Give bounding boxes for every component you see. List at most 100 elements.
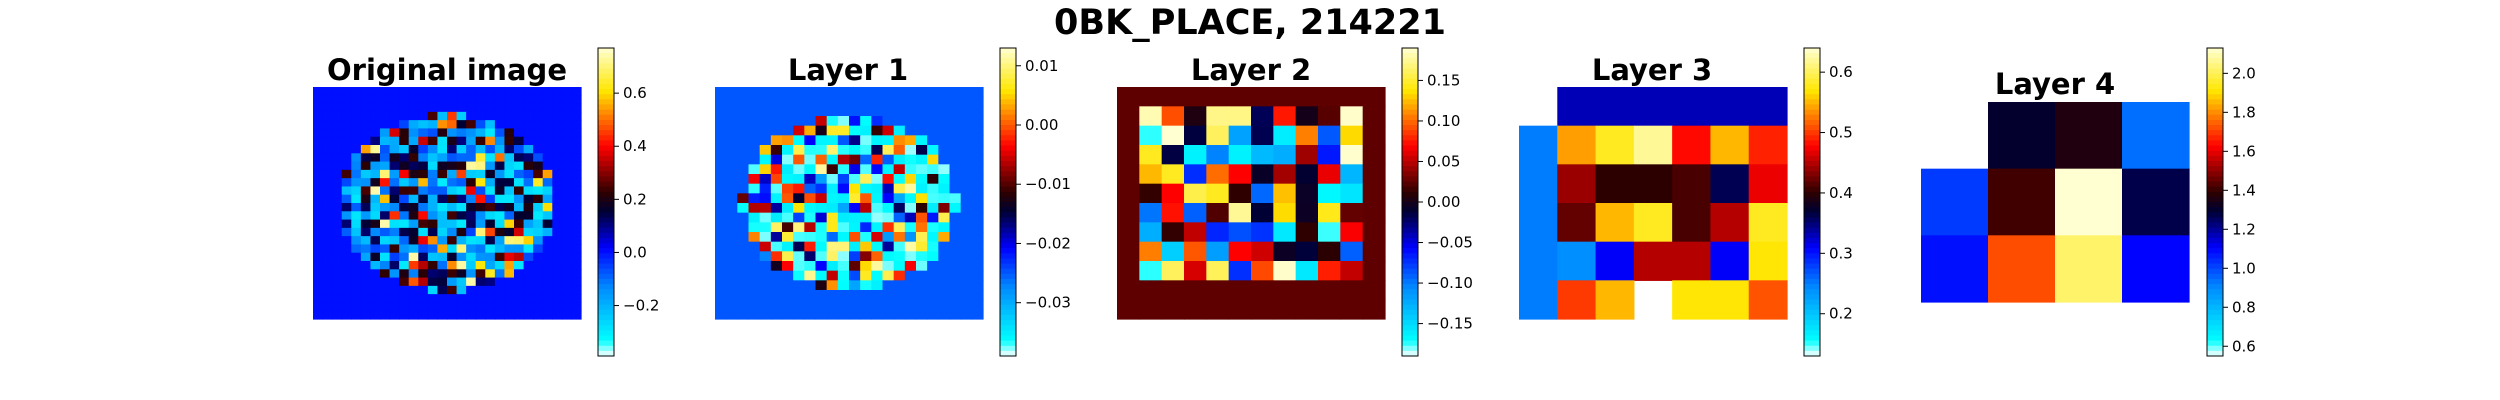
heatmap-cell (408, 145, 419, 154)
colorbar-segment (1000, 279, 1016, 285)
heatmap-cell (456, 95, 467, 105)
heatmap-cell (893, 125, 906, 136)
heatmap-cell (447, 103, 458, 113)
heatmap-cell (1340, 183, 1364, 204)
colorbar-segment (2207, 217, 2223, 224)
heatmap-cell (960, 96, 973, 107)
heatmap-cell (427, 194, 439, 204)
heatmap-cell (938, 309, 951, 320)
heatmap-cell (759, 251, 772, 262)
heatmap-cell (748, 222, 761, 233)
heatmap-cell (1748, 87, 1788, 127)
colorbar-segment (1000, 150, 1016, 157)
heatmap-cell (456, 186, 467, 196)
heatmap-cell (971, 154, 984, 165)
heatmap-cell (418, 203, 429, 212)
heatmap-cell (1206, 222, 1230, 243)
heatmap-cell (960, 183, 973, 194)
heatmap-cell (571, 87, 582, 96)
heatmap-cell (1633, 164, 1673, 204)
heatmap-cell (1184, 280, 1207, 301)
heatmap-cell (971, 203, 984, 214)
heatmap-cell (380, 269, 391, 279)
colorbar-segment (598, 350, 614, 357)
heatmap-cell (949, 270, 962, 281)
heatmap-cell (466, 103, 477, 113)
colorbar-segment (1402, 63, 1418, 70)
heatmap-cell (418, 178, 429, 188)
heatmap-cell (466, 136, 477, 146)
colorbar-segment (1804, 160, 1820, 167)
heatmap-cell (860, 135, 872, 146)
colorbar-segment (1804, 320, 1820, 326)
heatmap-cell (332, 95, 343, 105)
heatmap-cell (322, 244, 333, 254)
heatmap-cell (389, 186, 400, 196)
heatmap-cell (1161, 203, 1185, 223)
heatmap-cell (1988, 235, 2056, 303)
heatmap-cell (793, 174, 805, 185)
heatmap-cell (770, 290, 783, 301)
colorbar-tick-label: −0.05 (1427, 234, 1473, 252)
colorbar-segment (598, 202, 614, 208)
heatmap-cell (748, 96, 761, 107)
heatmap-cell (360, 203, 372, 212)
heatmap-cell (860, 145, 872, 156)
heatmap-cell (759, 232, 772, 243)
heatmap-cell (504, 261, 515, 270)
heatmap-cell (1117, 183, 1140, 204)
heatmap-cell (552, 219, 563, 229)
colorbar-segment (1000, 191, 1016, 198)
heatmap-cell (793, 164, 805, 175)
colorbar-segment (2207, 279, 2223, 285)
heatmap-cell (793, 309, 805, 320)
heatmap-cell (960, 309, 973, 320)
heatmap-cell (360, 95, 372, 105)
heatmap-cell (748, 212, 761, 223)
heatmap-cell (351, 261, 362, 270)
heatmap-cell (748, 154, 761, 165)
heatmap-cell (1318, 203, 1341, 223)
heatmap-cell (322, 178, 333, 188)
heatmap-cell (360, 111, 372, 121)
colorbar-segment (2207, 320, 2223, 326)
heatmap-cell (389, 161, 400, 171)
heatmap-cell (341, 153, 352, 163)
heatmap-cell (782, 174, 794, 185)
heatmap-cell (826, 116, 839, 127)
colorbar-layer-2: −0.15−0.10−0.050.000.050.100.15 (1401, 47, 1473, 357)
colorbar-segment (1402, 340, 1418, 347)
heatmap-cell (904, 116, 917, 127)
heatmap-cell (360, 261, 372, 270)
heatmap-cell (389, 203, 400, 212)
heatmap-cell (523, 277, 534, 287)
heatmap-cell (1748, 203, 1788, 243)
heatmap-cell (837, 299, 850, 310)
heatmap-cell (418, 236, 429, 246)
colorbar-segment (2207, 207, 2223, 213)
heatmap-cell (360, 145, 372, 154)
heatmap-cell (748, 251, 761, 262)
colorbar-segment (1402, 263, 1418, 270)
heatmap-cell (313, 136, 324, 146)
heatmap-cell (971, 251, 984, 262)
heatmap-cell (456, 161, 467, 171)
heatmap-cell (826, 87, 839, 98)
heatmap-cell (837, 135, 850, 146)
heatmap-cell (759, 299, 772, 310)
heatmap-cell (571, 219, 582, 229)
heatmap-cell (893, 222, 906, 233)
colorbar-segment (1804, 196, 1820, 203)
heatmap-cell (904, 251, 917, 262)
heatmap-cell (351, 285, 362, 295)
heatmap-cell (1710, 280, 1750, 320)
heatmap-cell (804, 241, 817, 252)
heatmap-cell (815, 212, 828, 223)
colorbar-segment (598, 89, 614, 95)
colorbar-tick-label: 0.00 (1025, 116, 1058, 134)
colorbar-segment (1804, 176, 1820, 182)
heatmap-cell (860, 154, 872, 165)
heatmap-cell (533, 194, 544, 204)
heatmap-cell (782, 183, 794, 194)
colorbar-segment (1402, 232, 1418, 239)
